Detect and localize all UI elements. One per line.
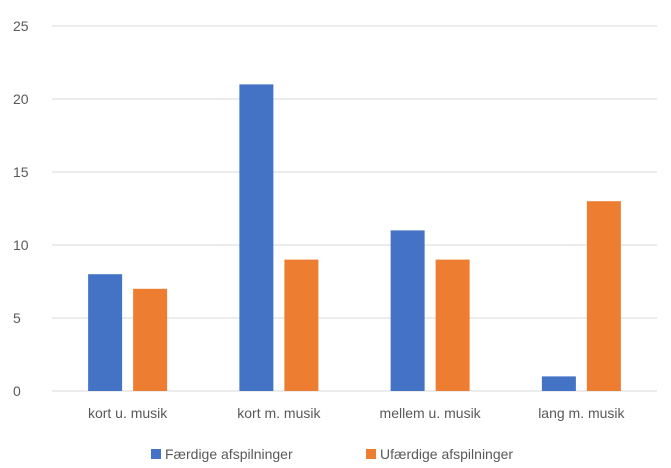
y-tick-label-10: 10 (13, 237, 29, 253)
bar-1-3 (390, 230, 425, 391)
x-category-label-3: mellem u. musik (380, 405, 482, 421)
bar-2-2 (284, 259, 319, 391)
y-tick-label-20: 20 (13, 91, 29, 107)
bar-1-4 (541, 376, 576, 391)
bars-layer (88, 84, 621, 392)
x-category-label-1: kort u. musik (88, 405, 168, 421)
bar-2-4 (586, 201, 621, 391)
y-tick-label-5: 5 (13, 310, 21, 326)
legend-swatch-2 (366, 449, 376, 459)
x-category-label-2: kort m. musik (237, 405, 321, 421)
y-tick-label-0: 0 (13, 383, 21, 399)
legend-label-1: Færdige afspilninger (165, 446, 293, 462)
legend-label-2: Ufærdige afspilninger (380, 446, 513, 462)
legend-swatch-1 (151, 449, 161, 459)
bar-1-1 (88, 274, 123, 391)
bar-2-1 (133, 288, 168, 391)
x-category-label-4: lang m. musik (538, 405, 625, 421)
x-axis-labels: kort u. musik kort m. musik mellem u. musi… (88, 405, 626, 421)
bar-1-2 (239, 84, 274, 392)
y-tick-label-25: 25 (13, 18, 29, 34)
legend: Færdige afspilninger Ufærdige afspilninge… (151, 446, 513, 462)
y-axis-ticks: 0 5 10 15 20 25 (13, 18, 29, 399)
y-tick-label-15: 15 (13, 164, 29, 180)
bar-2-3 (435, 259, 470, 391)
